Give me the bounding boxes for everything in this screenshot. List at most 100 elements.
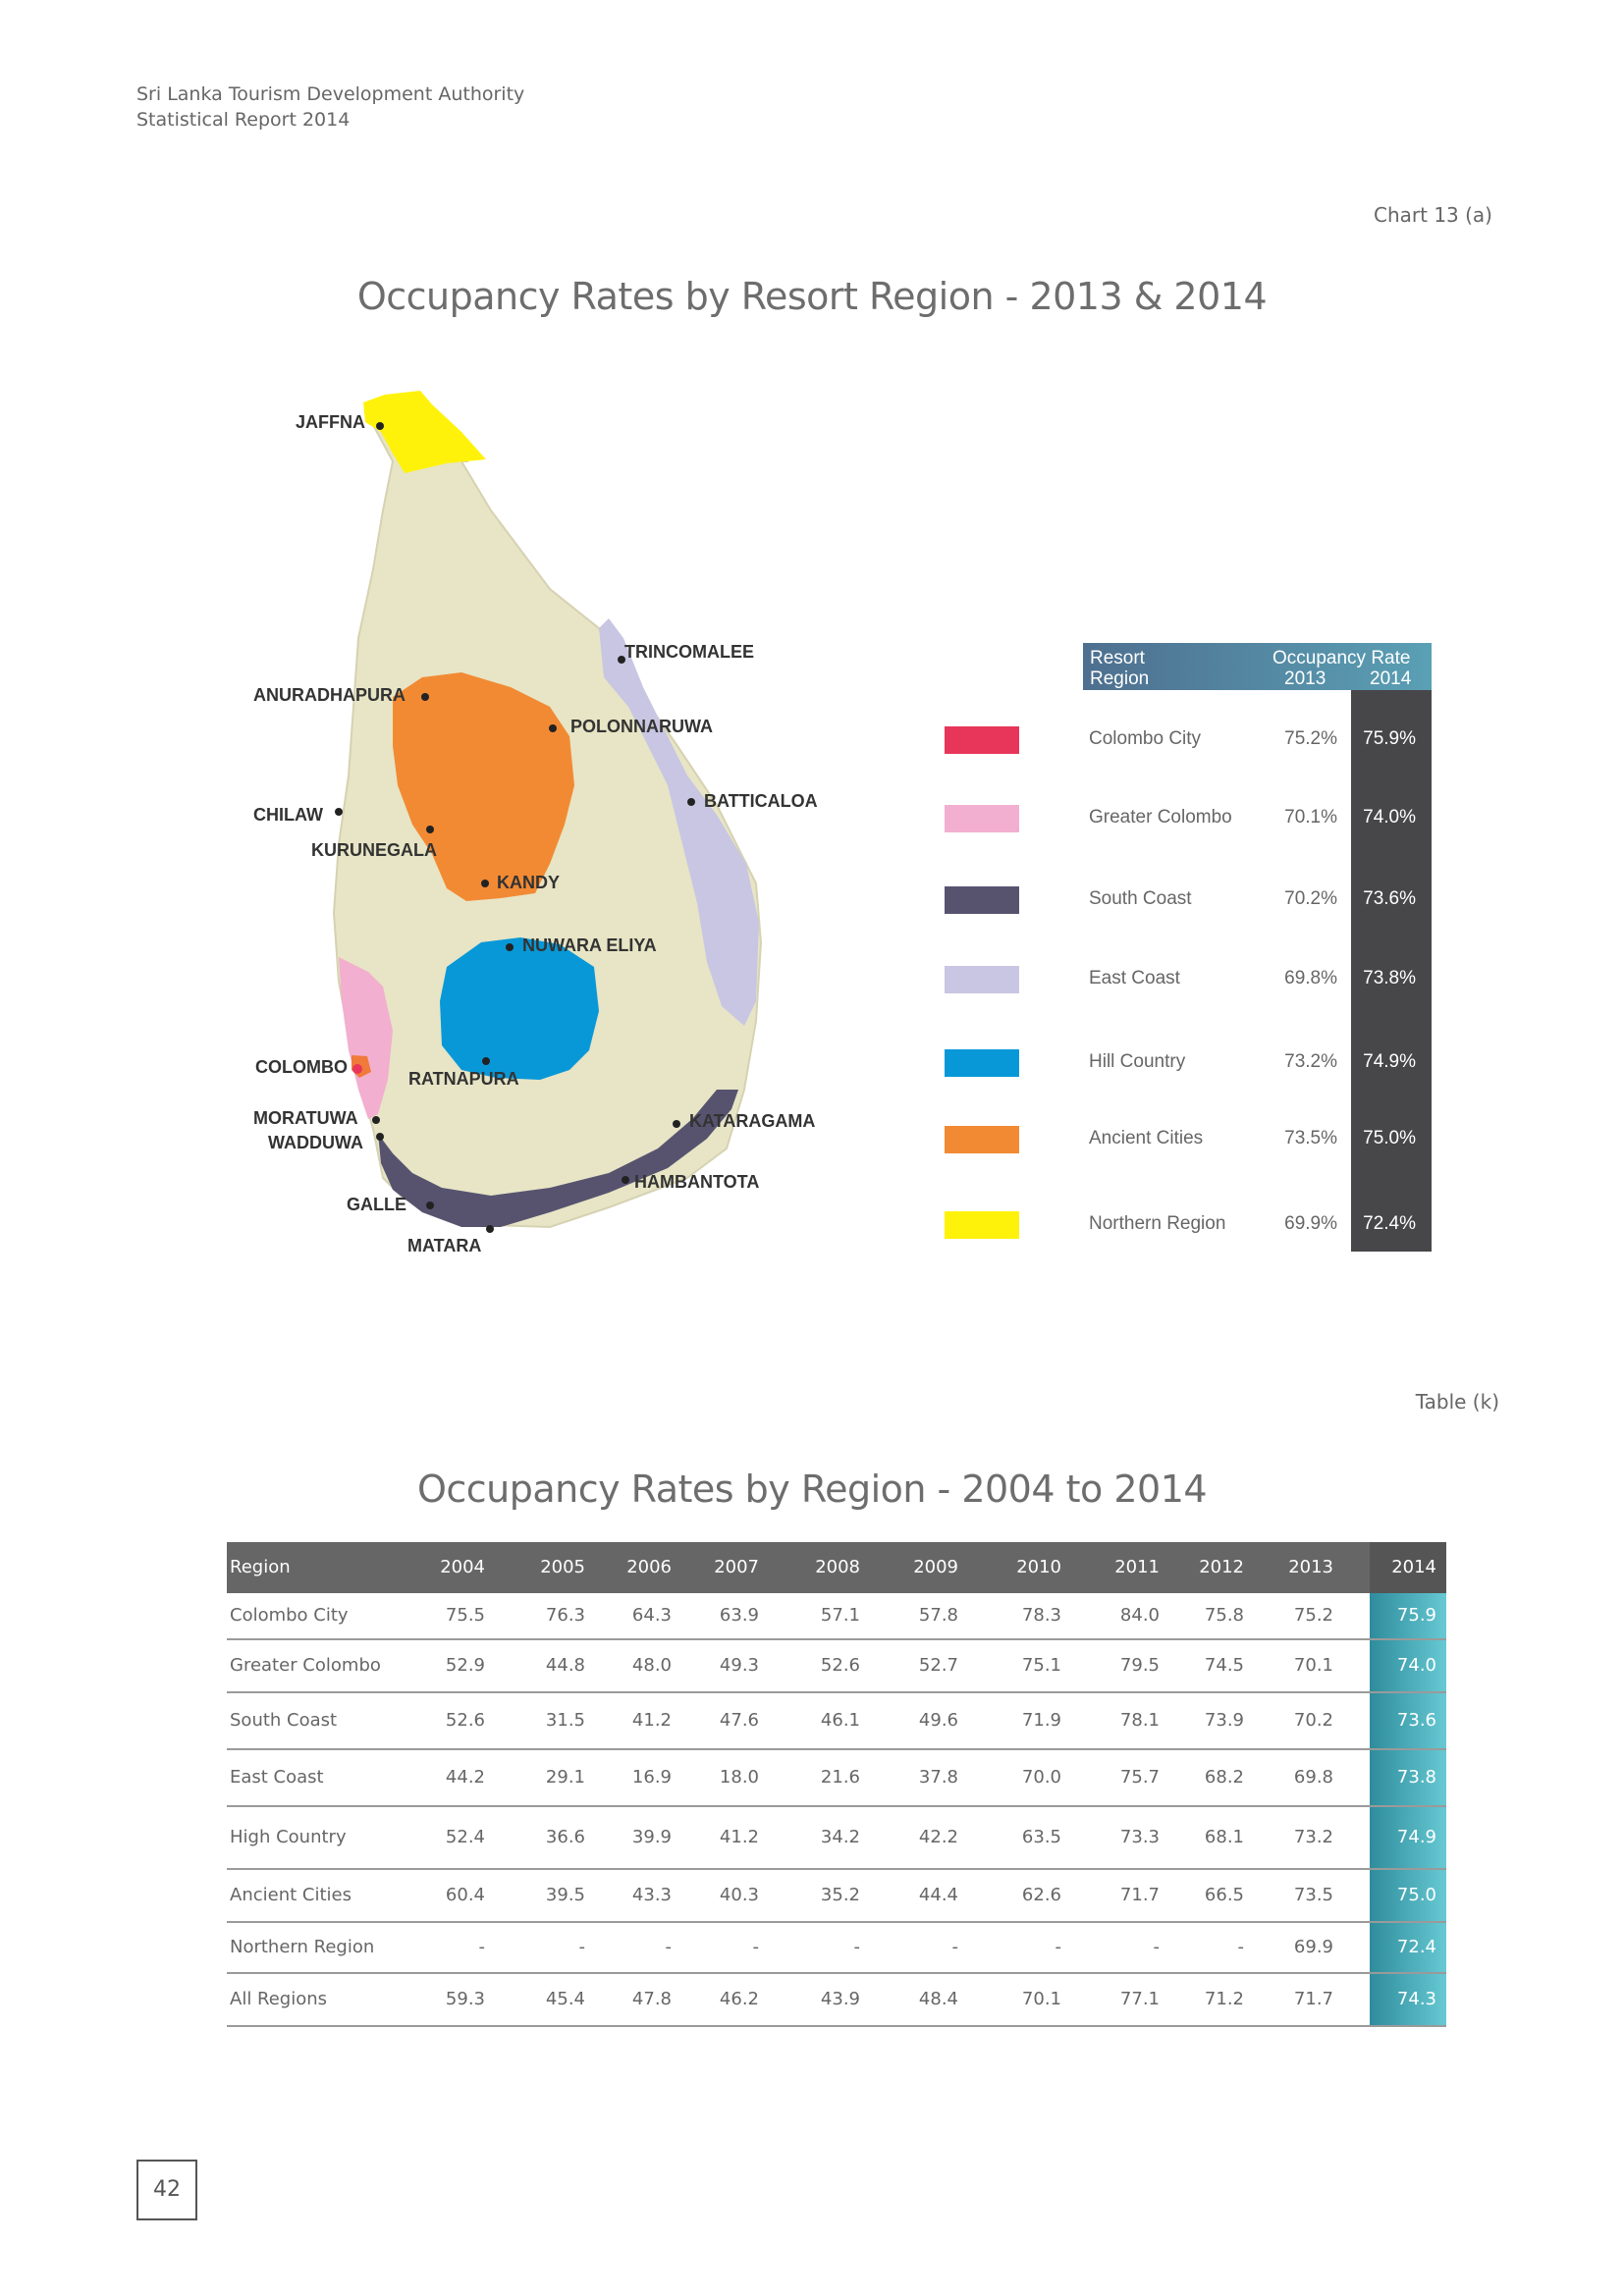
value-cell: 47.6 xyxy=(719,1710,759,1731)
value-cell: - xyxy=(752,1937,760,1957)
value-cell: 41.2 xyxy=(631,1710,672,1731)
label-colombo: COLOMBO xyxy=(255,1057,348,1077)
polonnaruwa-dot xyxy=(549,724,557,732)
value-cell: 78.1 xyxy=(1119,1710,1160,1731)
legend-col1-line2: Region xyxy=(1090,668,1150,689)
value-cell: 52.9 xyxy=(445,1655,485,1676)
legend-2013-value: 70.2% xyxy=(1284,888,1337,909)
value-cell: 66.5 xyxy=(1204,1885,1244,1905)
legend-year-2013: 2013 xyxy=(1284,668,1326,689)
value-cell: - xyxy=(1237,1937,1245,1957)
region-ancient-cities xyxy=(393,672,574,901)
moratuwa-dot xyxy=(372,1116,380,1124)
report-org: Sri Lanka Tourism Development Authority xyxy=(136,83,525,105)
value-cell: 40.3 xyxy=(719,1885,759,1905)
value-cell: 46.2 xyxy=(719,1989,759,2009)
value-cell: - xyxy=(1055,1937,1062,1957)
table-header-row: Region 2004 2005 2006 2007 2008 2009 2010 2011 20… xyxy=(227,1542,1446,1593)
legend-2014-value: 73.8% xyxy=(1363,968,1416,988)
value-cell: 47.8 xyxy=(631,1989,672,2009)
legend-header: Resort Region Occupancy Rate 2013 2014 xyxy=(1083,643,1432,690)
header-cell: 2013 xyxy=(1288,1557,1333,1577)
legend-swatch xyxy=(945,886,1019,914)
cell-2014: 74.9 xyxy=(1370,1807,1446,1868)
label-kandy: KANDY xyxy=(497,873,560,892)
value-cell: 73.2 xyxy=(1293,1827,1333,1847)
legend-row: South Coast 70.2% 73.6% xyxy=(945,881,1432,920)
label-matara: MATARA xyxy=(407,1236,481,1255)
value-cell: 79.5 xyxy=(1119,1655,1160,1676)
chart-caption: Chart 13 (a) xyxy=(1374,203,1492,227)
label-hambantota: HAMBANTOTA xyxy=(634,1172,759,1192)
report-name: Statistical Report 2014 xyxy=(136,109,351,131)
legend-row: Colombo City 75.2% 75.9% xyxy=(945,721,1432,760)
chart-title: Occupancy Rates by Resort Region - 2013 … xyxy=(356,275,1268,318)
header-cell: 2004 xyxy=(440,1557,485,1577)
value-cell: 52.6 xyxy=(820,1655,860,1676)
galle-dot xyxy=(426,1201,434,1209)
header-cell: 2012 xyxy=(1199,1557,1244,1577)
batticaloa-dot xyxy=(687,798,695,806)
header-cell: 2008 xyxy=(815,1557,860,1577)
legend-2014-column-bg xyxy=(1351,690,1432,1252)
kataragama-dot xyxy=(673,1120,680,1128)
kurunegala-dot xyxy=(426,826,434,833)
jaffna-dot xyxy=(376,422,384,430)
value-cell: 37.8 xyxy=(918,1767,958,1788)
legend-2014-value: 74.0% xyxy=(1363,807,1416,828)
value-cell: 29.1 xyxy=(545,1767,585,1788)
legend-2014-value: 75.9% xyxy=(1363,728,1416,749)
label-moratuwa: MORATUWA xyxy=(253,1108,358,1128)
value-cell: 57.1 xyxy=(820,1605,860,1626)
legend-row: Northern Region 69.9% 72.4% xyxy=(945,1205,1432,1245)
value-cell: 44.8 xyxy=(545,1655,585,1676)
region-cell: High Country xyxy=(230,1827,347,1847)
value-cell: 71.7 xyxy=(1293,1989,1333,2009)
value-cell: 69.8 xyxy=(1293,1767,1333,1788)
value-cell: - xyxy=(478,1937,486,1957)
ratnapura-dot xyxy=(482,1057,490,1065)
table-row: East Coast 44.2 29.1 16.9 18.0 21.6 37.8 70.0 75… xyxy=(227,1750,1446,1807)
region-cell: Colombo City xyxy=(230,1605,349,1626)
nuwara-eliya-dot xyxy=(506,943,514,951)
table-row: South Coast 52.6 31.5 41.2 47.6 46.1 49.6 71.9 7… xyxy=(227,1693,1446,1750)
value-cell: 75.5 xyxy=(445,1605,485,1626)
legend-swatch xyxy=(945,1211,1019,1239)
label-wadduwa: WADDUWA xyxy=(268,1133,363,1152)
value-cell: 52.4 xyxy=(445,1827,485,1847)
value-cell: 68.1 xyxy=(1204,1827,1244,1847)
legend-2014-value: 72.4% xyxy=(1363,1213,1416,1234)
value-cell: 46.1 xyxy=(820,1710,860,1731)
hambantota-dot xyxy=(622,1176,629,1184)
header-cell: 2006 xyxy=(626,1557,672,1577)
legend-row: Hill Country 73.2% 74.9% xyxy=(945,1043,1432,1083)
cell-2014: 73.8 xyxy=(1370,1750,1446,1805)
page-number: 42 xyxy=(136,2160,197,2220)
legend-2013-value: 70.1% xyxy=(1284,807,1337,828)
value-cell: 76.3 xyxy=(545,1605,585,1626)
value-cell: - xyxy=(1153,1937,1161,1957)
city-markers xyxy=(335,422,695,1233)
value-cell: 49.6 xyxy=(918,1710,958,1731)
value-cell: 69.9 xyxy=(1293,1937,1333,1957)
table-row: Ancient Cities 60.4 39.5 43.3 40.3 35.2 44.4 62… xyxy=(227,1870,1446,1923)
value-cell: 42.2 xyxy=(918,1827,958,1847)
value-cell: 73.9 xyxy=(1204,1710,1244,1731)
table-row: Northern Region - - - - - - - - - 69.9 72.4 xyxy=(227,1923,1446,1974)
value-cell: 39.9 xyxy=(631,1827,672,1847)
legend-2013-value: 73.2% xyxy=(1284,1051,1337,1072)
value-cell: 36.6 xyxy=(545,1827,585,1847)
value-cell: 39.5 xyxy=(545,1885,585,1905)
value-cell: 52.6 xyxy=(445,1710,485,1731)
cell-2014: 74.3 xyxy=(1370,1974,1446,2025)
value-cell: 71.2 xyxy=(1204,1989,1244,2009)
value-cell: 44.2 xyxy=(445,1767,485,1788)
label-batticaloa: BATTICALOA xyxy=(704,791,818,811)
table-title: Occupancy Rates by Region - 2004 to 2014 xyxy=(416,1468,1208,1511)
matara-dot xyxy=(486,1225,494,1233)
legend-col1-line1: Resort xyxy=(1090,648,1145,668)
label-trincomalee: TRINCOMALEE xyxy=(624,642,754,662)
region-east-coast xyxy=(599,618,759,1026)
value-cell: 43.9 xyxy=(820,1989,860,2009)
cell-2014: 75.0 xyxy=(1370,1870,1446,1921)
